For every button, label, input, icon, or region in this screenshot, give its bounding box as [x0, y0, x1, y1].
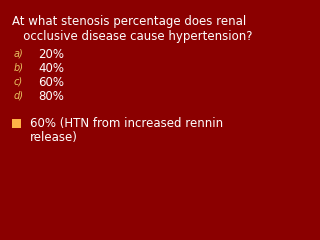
Text: 60% (HTN from increased rennin: 60% (HTN from increased rennin: [30, 117, 223, 130]
Text: occlusive disease cause hypertension?: occlusive disease cause hypertension?: [12, 30, 252, 43]
Text: 80%: 80%: [38, 90, 64, 103]
Text: c): c): [14, 76, 23, 86]
Text: At what stenosis percentage does renal: At what stenosis percentage does renal: [12, 15, 246, 28]
Text: d): d): [14, 90, 24, 100]
Text: release): release): [30, 131, 78, 144]
Bar: [12, 119, 21, 128]
Text: 20%: 20%: [38, 48, 64, 61]
Text: 60%: 60%: [38, 76, 64, 89]
Text: b): b): [14, 62, 24, 72]
Text: 40%: 40%: [38, 62, 64, 75]
Text: a): a): [14, 48, 24, 58]
